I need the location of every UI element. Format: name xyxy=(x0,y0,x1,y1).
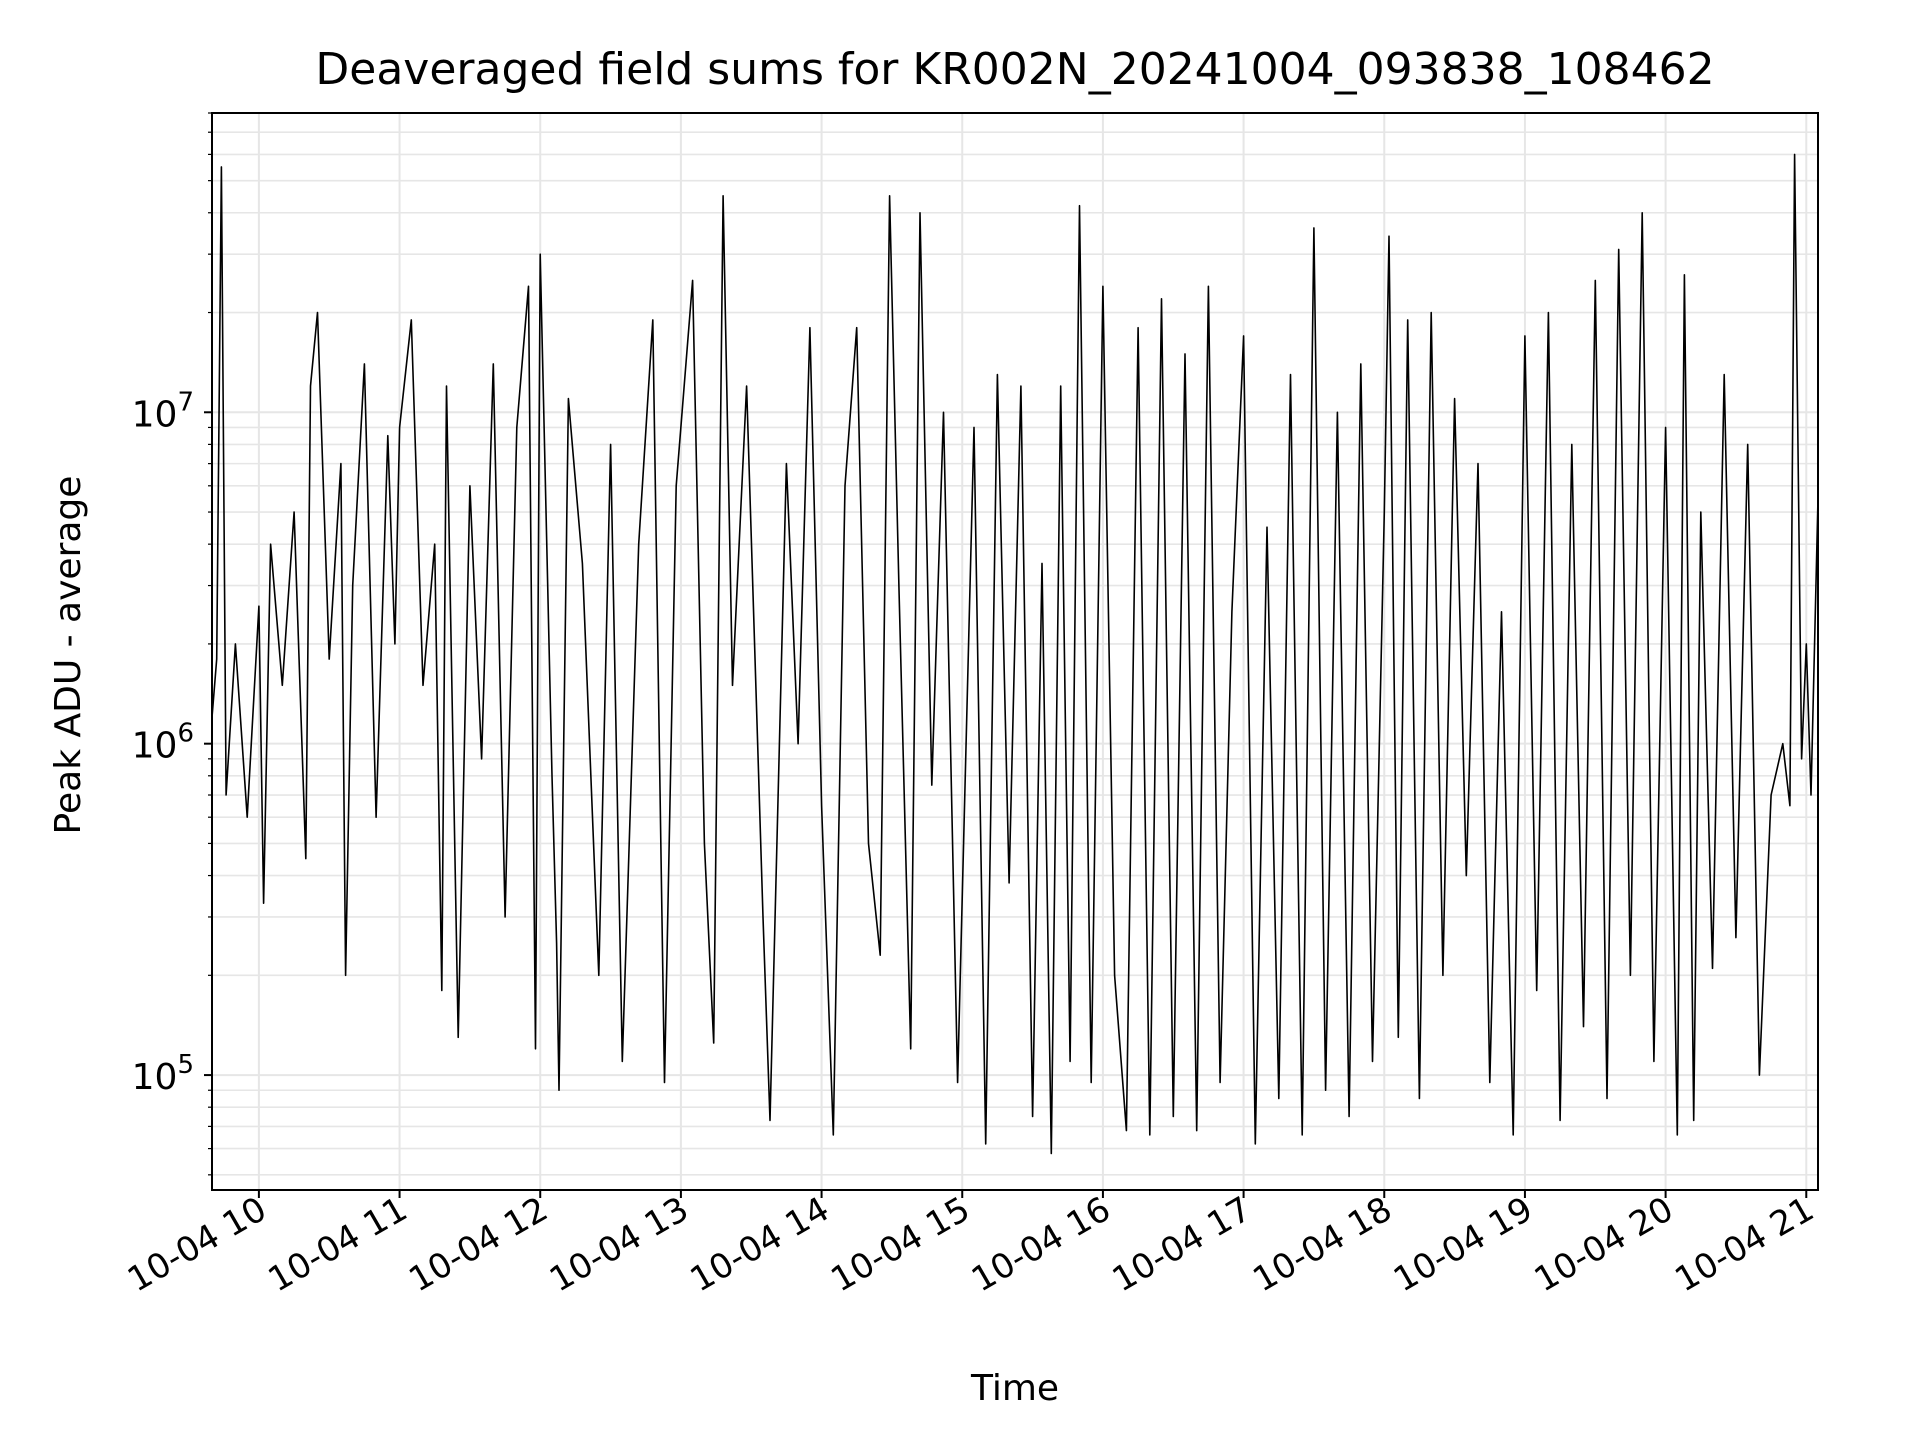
y-tick-label: 107 xyxy=(132,387,194,435)
x-tick-label: 10-04 19 xyxy=(1387,1189,1539,1300)
x-tick-label: 10-04 17 xyxy=(1106,1189,1258,1300)
x-tick-label: 10-04 12 xyxy=(402,1189,554,1300)
x-tick-label: 10-04 15 xyxy=(824,1189,976,1300)
x-tick-label: 10-04 21 xyxy=(1668,1189,1820,1300)
x-tick-label: 10-04 14 xyxy=(684,1189,836,1300)
x-tick-label: 10-04 20 xyxy=(1528,1189,1680,1300)
y-tick-label: 106 xyxy=(132,719,194,767)
series-line-0 xyxy=(211,153,1819,1155)
line-layer xyxy=(211,153,1819,1155)
chart-title: Deaveraged field sums for KR002N_2024100… xyxy=(315,44,1714,95)
plot-frame xyxy=(211,112,1819,1191)
x-tick-label: 10-04 11 xyxy=(262,1189,414,1300)
x-tick-label: 10-04 18 xyxy=(1246,1189,1398,1300)
y-axis-label: Peak ADU - average xyxy=(48,476,89,835)
x-axis-label: Time xyxy=(970,1368,1059,1409)
x-tick-label: 10-04 16 xyxy=(965,1189,1117,1300)
x-tick-label: 10-04 10 xyxy=(121,1189,273,1300)
x-tick-label: 10-04 13 xyxy=(543,1189,695,1300)
y-axis: 105 106 107 xyxy=(132,112,212,1176)
y-tick-label: 105 xyxy=(132,1050,194,1098)
